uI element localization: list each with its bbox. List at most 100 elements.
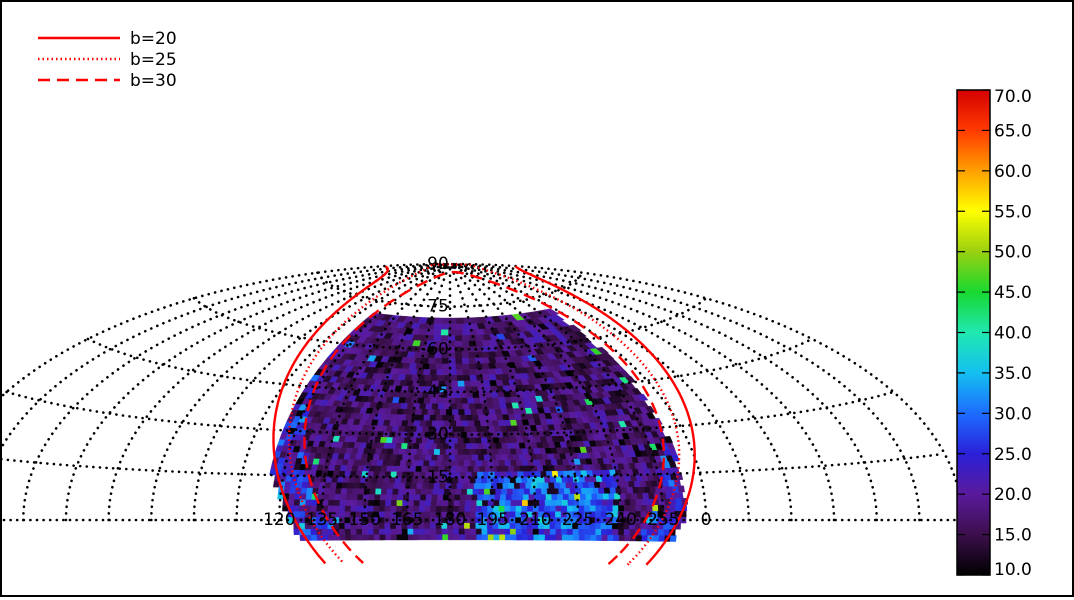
heatmap-cell (448, 534, 455, 541)
heatmap-cell (509, 505, 517, 512)
heatmap-cell (455, 323, 465, 330)
heatmap-cell (424, 528, 431, 535)
heatmap-cell (424, 511, 431, 518)
dec-tick-label: 30 (427, 425, 449, 445)
heatmap-cell (416, 448, 423, 455)
heatmap-cell (361, 453, 369, 460)
heatmap-cell (433, 408, 441, 415)
heatmap-cell (439, 448, 447, 455)
heatmap-cell (677, 485, 685, 493)
heatmap-cell (553, 464, 562, 472)
ra-tick-label: 180 (434, 510, 466, 530)
heatmap-cell (313, 481, 321, 488)
heatmap-cell (380, 494, 387, 501)
heatmap-cell (626, 486, 634, 494)
heatmap-cell (358, 488, 365, 495)
heatmap-cell (380, 465, 388, 472)
heatmap-cell (384, 505, 391, 512)
heatmap-cell (452, 460, 459, 467)
heatmap-cell (368, 534, 375, 541)
heatmap-cell (425, 499, 432, 506)
heatmap-cell (437, 494, 444, 501)
heatmap-cell (382, 459, 390, 466)
galactic-curve-b=30 (607, 551, 622, 565)
heatmap-cell (415, 408, 423, 415)
heatmap-cell (456, 465, 463, 472)
dec-tick-label: 90 (427, 254, 449, 274)
heatmap-cell (561, 499, 569, 506)
heatmap-cell (334, 493, 341, 500)
heatmap-cell (516, 534, 523, 541)
heatmap-cell (499, 425, 508, 432)
heatmap-cell (404, 425, 412, 432)
heatmap-cell (488, 425, 496, 432)
heatmap-cell (630, 388, 643, 396)
heatmap-cell (299, 511, 306, 518)
heatmap-cell (328, 499, 335, 506)
heatmap-cell (299, 505, 306, 512)
legend-label: b=20 (130, 29, 177, 49)
heatmap-cell (442, 494, 450, 501)
heatmap-cell (293, 499, 301, 506)
heatmap-cell (664, 498, 671, 505)
heatmap-cell (425, 454, 433, 461)
ra-tick-label: 120 (263, 510, 295, 530)
heatmap-cell (471, 494, 478, 501)
heatmap-cell (401, 419, 409, 427)
heatmap-cell (392, 448, 400, 455)
heatmap-cell (542, 464, 550, 472)
heatmap-cell (463, 380, 472, 387)
heatmap-cell (451, 437, 459, 444)
heatmap-cell (434, 460, 442, 467)
heatmap-cell (533, 459, 541, 466)
heatmap-cell (595, 499, 603, 506)
heatmap-cell (332, 470, 340, 477)
heatmap-cell (545, 493, 553, 500)
heatmap-cell (550, 534, 557, 541)
heatmap-cell (353, 459, 361, 466)
heatmap-cell (369, 447, 377, 455)
colorbar-tick-label: 45.0 (994, 283, 1032, 303)
heatmap-cell (595, 505, 602, 512)
heatmap-cell (372, 453, 380, 461)
heatmap-cell (469, 477, 476, 484)
ra-tick-label: 165 (391, 510, 423, 530)
heatmap-cell (357, 447, 365, 454)
heatmap-cell (428, 448, 435, 455)
heatmap-cell (469, 437, 476, 444)
heatmap-cell (430, 499, 438, 506)
heatmap-cell (644, 405, 656, 413)
heatmap-cell (423, 414, 431, 421)
heatmap-cell (362, 534, 369, 541)
heatmap-cell (355, 453, 363, 460)
heatmap-cell (398, 465, 405, 472)
heatmap-cell (456, 374, 465, 381)
heatmap-cell (422, 448, 429, 455)
heatmap-cell (349, 453, 357, 460)
heatmap-cell (398, 448, 406, 455)
heatmap-cell (339, 534, 346, 541)
heatmap-cell (544, 476, 551, 483)
heatmap-cell (607, 534, 614, 542)
heatmap-cell (676, 491, 684, 499)
heatmap-cell (518, 442, 526, 449)
heatmap-cell (351, 464, 359, 472)
heatmap-cell (464, 499, 472, 506)
heatmap-cell (498, 448, 506, 455)
heatmap-cell (450, 374, 458, 381)
heatmap-cell (630, 492, 638, 500)
heatmap-cell (519, 465, 527, 472)
heatmap-cell (329, 487, 337, 495)
heatmap-cell (388, 459, 396, 466)
heatmap-cell (456, 420, 463, 427)
heatmap-cell (501, 442, 509, 449)
heatmap-cell (652, 534, 660, 542)
heatmap-cell (395, 419, 403, 426)
heatmap-cell (525, 482, 532, 489)
heatmap-cell (567, 534, 574, 541)
heatmap-cell (461, 397, 469, 404)
heatmap-cell (601, 499, 609, 506)
heatmap-cell (535, 488, 542, 495)
heatmap-cell (419, 499, 426, 506)
heatmap-cell (357, 464, 365, 472)
